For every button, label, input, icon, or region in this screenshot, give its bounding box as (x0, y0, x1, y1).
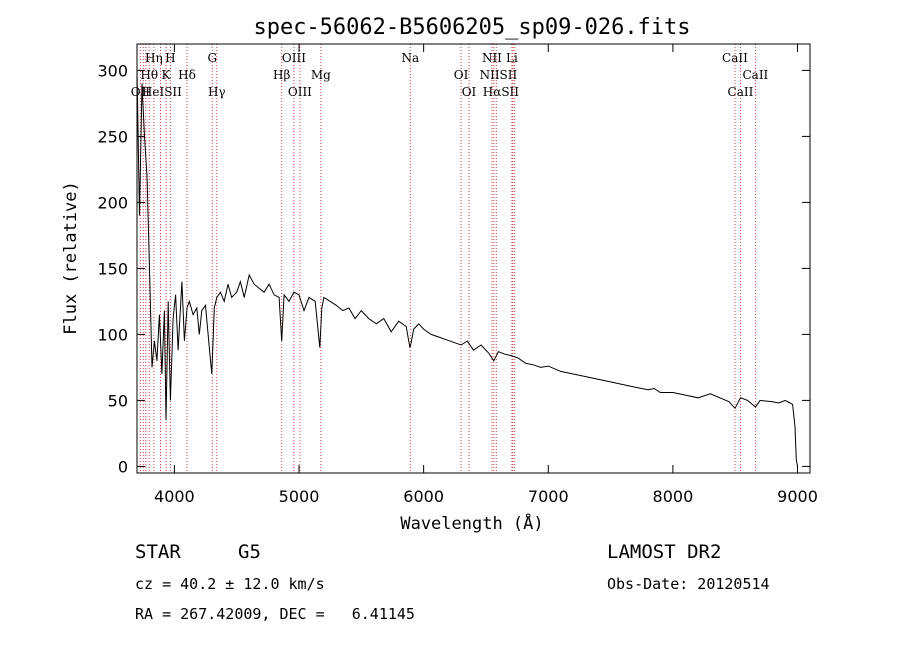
line-label-16: OII (131, 85, 151, 99)
line-label-2: G (207, 51, 217, 65)
x-tick-label: 9000 (777, 487, 818, 506)
line-label-18: Hγ (208, 85, 226, 99)
line-label-5: NII (482, 51, 502, 65)
x-axis-ticks: 4000 5000 6000 7000 8000 9000 (154, 44, 818, 506)
y-tick-label: 50 (108, 391, 128, 410)
object-class: STAR (135, 541, 181, 563)
x-tick-label: 7000 (528, 487, 569, 506)
y-tick-label: 250 (97, 127, 128, 146)
plot-frame (136, 43, 811, 474)
line-label-19: OIII (288, 85, 312, 99)
observation-date: Obs-Date: 20120514 (607, 575, 770, 593)
line-label-13: OI (454, 68, 469, 82)
line-label-4: Na (401, 51, 419, 65)
object-subclass: G5 (238, 541, 261, 563)
line-label-22: CaII (728, 85, 754, 99)
spectrum-line (136, 70, 798, 467)
line-label-6: Li (506, 51, 518, 65)
line-label-14: NIISII (480, 68, 518, 82)
chart-title: spec-56062-B5606205_sp09-026.fits (253, 15, 690, 40)
x-tick-label: 5000 (279, 487, 320, 506)
line-label-17: HeISII (142, 85, 182, 99)
line-label-11: Hβ (273, 68, 290, 82)
line-label-1: H (165, 51, 175, 65)
x-tick-label: 6000 (403, 487, 444, 506)
y-tick-label: 200 (97, 193, 128, 212)
line-label-7: CaII (722, 51, 748, 65)
y-axis-label: Flux (relative) (61, 181, 81, 335)
line-label-10: Hδ (178, 68, 196, 82)
y-axis-ticks: 0 50 100 150 200 250 300 (97, 61, 810, 476)
redshift-velocity: cz = 40.2 ± 12.0 km/s (135, 575, 325, 593)
line-label-0: Hη (145, 51, 163, 65)
y-tick-label: 100 (97, 325, 128, 344)
x-tick-label: 4000 (154, 487, 195, 506)
emission-line-markers (139, 44, 756, 473)
coordinates: RA = 267.42009, DEC = 6.41145 (135, 605, 415, 623)
y-tick-label: 0 (118, 457, 128, 476)
line-label-20: OI (462, 85, 477, 99)
line-label-3: OIII (282, 51, 306, 65)
line-label-12: Mg (311, 68, 331, 82)
line-label-21: HαSII (483, 85, 520, 99)
y-tick-label: 300 (97, 61, 128, 80)
y-tick-label: 150 (97, 259, 128, 278)
x-axis-label: Wavelength (Å) (400, 512, 543, 534)
line-label-9: K (162, 68, 172, 82)
line-label-8: Hθ (140, 68, 158, 82)
survey-name: LAMOST DR2 (607, 541, 722, 563)
x-tick-label: 8000 (653, 487, 694, 506)
line-label-15: CaII (742, 68, 768, 82)
